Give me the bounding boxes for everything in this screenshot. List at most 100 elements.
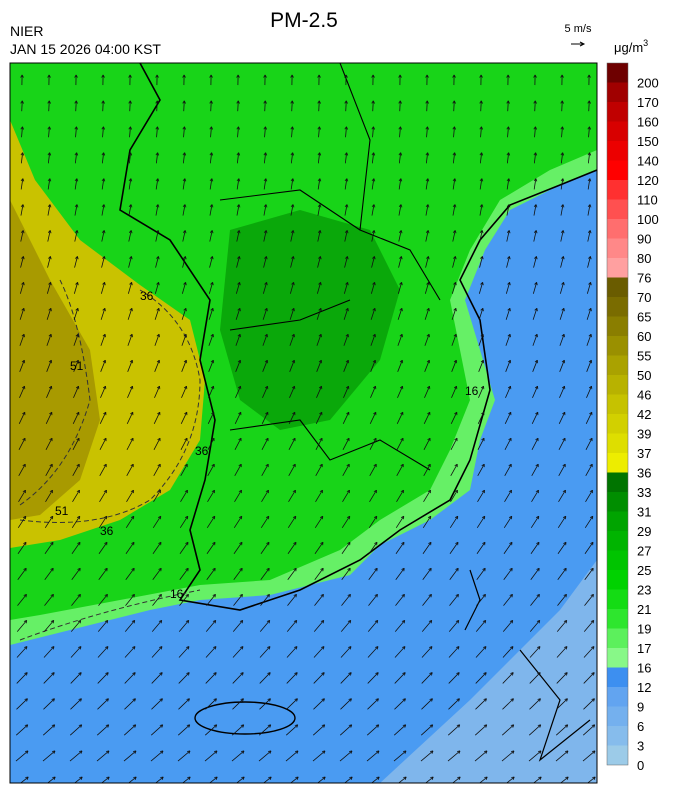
color-swatch [607,570,628,590]
wind-arrow [236,256,240,268]
wind-arrow [124,620,136,632]
wind-arrow [533,776,542,783]
wind-arrow [155,230,159,242]
wind-arrowhead [265,515,270,520]
wind-arrowhead [375,724,380,728]
wind-arrow [342,489,350,503]
wind-arrow [236,152,240,164]
wind-arrowhead [452,74,456,78]
wind-arrowhead [398,152,403,156]
wind-arrow [558,411,566,425]
wind-arrowhead [48,307,52,312]
wind-arrow [506,776,515,783]
wind-arrow [476,542,486,554]
wind-arrow [46,360,52,372]
wind-arrow [259,698,271,710]
wind-arrowhead [213,672,217,676]
wind-arrow [182,230,186,242]
wind-arrow [237,100,239,112]
wind-arrowhead [509,567,513,572]
wind-arrow [17,594,27,606]
wind-arrowhead [371,126,376,130]
wind-arrowhead [47,74,51,78]
wind-arrow [507,126,509,138]
wind-arrowhead [453,385,458,390]
wind-arrow [208,308,214,320]
wind-arrow [19,308,25,320]
wind-arrowhead [102,385,107,390]
wind-arrow [286,672,298,684]
wind-arrow [42,750,56,762]
wind-arrowhead [322,776,326,780]
wind-arrow [183,126,185,138]
wind-arrowhead [536,620,541,624]
wind-arrowhead [128,178,133,182]
wind-arrowhead [588,385,593,390]
wind-arrowhead [507,307,511,312]
wind-arrowhead [483,698,487,702]
wind-arrowhead [49,437,53,442]
wind-arrow [474,750,488,762]
wind-arrowhead [479,204,484,208]
wind-arrow [150,750,164,762]
wind-arrow [505,334,511,346]
wind-arrow [99,463,107,477]
wind-arrowhead [78,698,82,702]
wind-arrow [290,230,294,242]
wind-arrowhead [21,256,25,260]
wind-arrowhead [238,411,242,416]
color-swatch [607,414,628,434]
wind-arrowhead [101,74,105,78]
wind-arrowhead [533,74,537,78]
wind-arrowhead [479,178,484,182]
wind-arrowhead [536,541,540,546]
wind-arrowhead [155,74,159,78]
wind-arrowhead [291,333,295,338]
wind-arrowhead [157,437,161,442]
colorbar-label: 31 [637,505,651,520]
wind-arrowhead [508,411,512,416]
wind-arrow [502,698,514,710]
wind-arrow [16,620,28,632]
unit-power: 3 [643,38,648,48]
wind-arrowhead [508,437,512,442]
wind-arrowhead [20,152,25,156]
wind-arrowhead [348,698,352,702]
wind-arrow [127,386,133,398]
wind-arrow [344,152,348,164]
coastline [119,63,597,611]
wind-arrow [477,463,485,477]
wind-arrowhead [429,646,433,650]
wind-arrow [178,698,190,710]
wind-arrow [397,386,403,398]
wind-arrow [262,360,268,372]
wind-arrowhead [480,307,484,312]
wind-arrowhead [402,750,407,754]
wind-arrowhead [236,126,241,130]
wind-arrow [181,308,187,320]
wind-arrow [530,568,540,580]
wind-arrow [424,334,430,346]
wind-arrow [232,646,244,658]
wind-arrowhead [48,385,53,390]
wind-arrow [344,256,348,268]
wind-arrowhead [237,307,241,312]
wind-arrowhead [534,256,538,260]
wind-arrow [371,256,375,268]
wind-arrowhead [400,437,404,442]
wind-arrow [344,178,348,190]
wind-arrowhead [211,489,215,494]
colorbar: 0369121617192123252729313336373942465055… [606,62,659,773]
wind-arrowhead [47,126,52,130]
wind-arrow [421,698,433,710]
wind-arrow [128,256,132,268]
wind-arrowhead [537,750,542,754]
wind-arrow [209,256,213,268]
wind-arrow [179,594,189,606]
wind-arrowhead [131,593,135,598]
color-swatch [607,667,628,687]
wind-arrowhead [184,463,188,468]
wind-arrow [263,178,267,190]
wind-arrow [45,411,53,425]
wind-arrowhead [20,230,25,234]
